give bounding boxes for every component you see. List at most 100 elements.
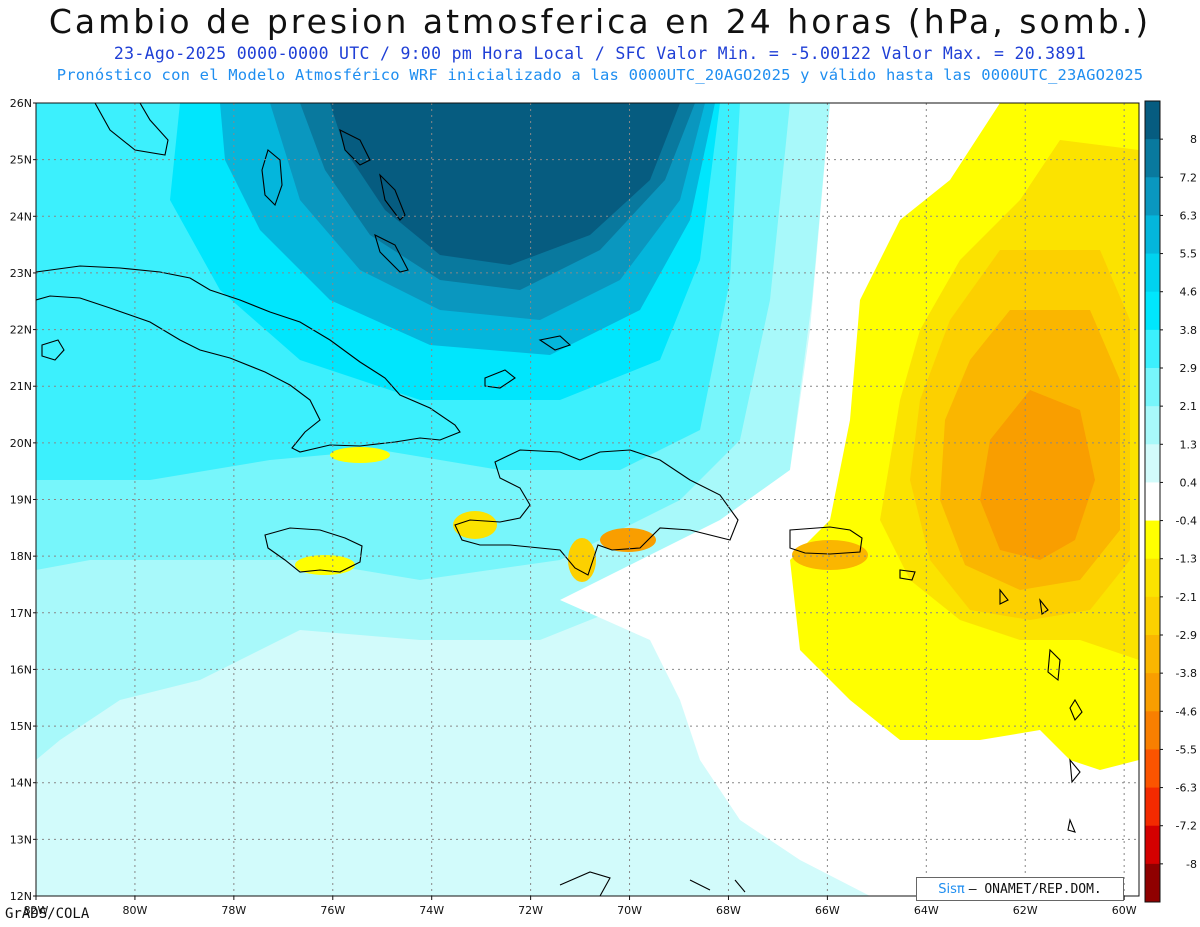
lon-tick-label: 62W (1013, 904, 1038, 917)
coast-bahamas-eleuthera (379, 173, 406, 221)
lat-tick-label: 19N (10, 494, 32, 507)
lat-tick-label: 24N (10, 210, 32, 223)
lon-tick-label: 64W (914, 904, 939, 917)
software-credit: GrADS/COLA (5, 906, 90, 922)
colorbar-label: 1.3 (1180, 438, 1198, 451)
colorbar-swatch (1145, 863, 1160, 903)
latitude-tick-labels: 26N 25N 24N 23N 22N 21N 20N 19N 18N 17N 16N 15N 14N 1… (10, 97, 36, 903)
coastlines (36, 103, 1083, 896)
lat-tick-label: 13N (10, 833, 32, 846)
colorbar-swatch (1145, 596, 1160, 636)
lat-tick-label: 14N (10, 777, 32, 790)
colorbar-label: -8 (1186, 858, 1197, 871)
colorbar-label: 3.8 (1180, 324, 1198, 337)
colorbar-swatch (1145, 329, 1160, 369)
coast-bahamas-inagua (484, 369, 516, 389)
lat-tick-label: 12N (10, 890, 32, 903)
lon-tick-label: 72W (518, 904, 543, 917)
colorbar-swatch (1145, 215, 1160, 255)
field-band-8 (330, 103, 680, 265)
colorbar-swatch (1145, 558, 1160, 598)
credit-org: — ONAMET/REP.DOM. (968, 881, 1102, 897)
lon-tick-label: 76W (320, 904, 345, 917)
colorbar-swatch (1145, 253, 1160, 293)
lon-tick-label: 68W (716, 904, 741, 917)
field-spot-hisp-west (453, 511, 497, 539)
coast-turks (538, 335, 572, 351)
coast-cuba (36, 265, 461, 453)
coast-bahamas-abaco (339, 128, 371, 166)
colorbar-label: -2.9 (1176, 629, 1197, 642)
map-subtitle-date-range: 23-Ago-2025 0000-0000 UTC / 9:00 pm Hora… (113, 44, 1087, 63)
colorbar-swatch (1145, 291, 1160, 331)
coast-bahamas-andros (261, 149, 283, 207)
colorbar-label: -5.5 (1176, 743, 1197, 756)
lat-tick-label: 16N (10, 663, 32, 676)
colorbar-label: -1.3 (1176, 553, 1197, 566)
credit-box: Sisπ — ONAMET/REP.DOM. (916, 877, 1124, 901)
coast-bahamas-long (374, 233, 409, 273)
sispi-logo: Sisπ (938, 881, 965, 897)
colorbar-label: 0.4 (1180, 476, 1198, 489)
colorbar-label: 7.2 (1180, 171, 1198, 184)
colorbar-label: -4.6 (1176, 705, 1197, 718)
colorbar-label: -6.3 (1176, 782, 1197, 795)
field-spot-pr (792, 540, 868, 570)
colorbar-swatch (1145, 406, 1160, 445)
colorbar-swatch (1145, 177, 1160, 216)
colorbar-frame (1144, 100, 1161, 903)
colorbar-label: 8 (1190, 133, 1197, 146)
colorbar: 8 7.2 6.3 5.5 4.6 3.8 2.9 2.1 1.3 0.4 -0.4 -1.3 -2.1… (1144, 100, 1198, 903)
field-spot-cuba (330, 447, 390, 463)
colorbar-swatch (1145, 368, 1160, 407)
lat-tick-label: 20N (10, 437, 32, 450)
coast-florida (94, 103, 169, 156)
colorbar-swatch (1145, 711, 1160, 750)
colorbar-swatch (1145, 787, 1160, 827)
field-spot-hisp-mid (568, 538, 596, 582)
lon-tick-label: 60W (1112, 904, 1137, 917)
lon-tick-label: 78W (221, 904, 246, 917)
colorbar-label: 6.3 (1180, 209, 1198, 222)
graticule (36, 103, 1139, 896)
colorbar-label: -0.4 (1176, 515, 1197, 528)
lat-tick-label: 21N (10, 380, 32, 393)
colorbar-swatch (1145, 635, 1160, 674)
colorbar-label: 5.5 (1180, 248, 1198, 261)
longitude-tick-labels: 82W 80W 78W 76W 74W 72W 70W 68W 66W 64W 62W 60W (24, 896, 1137, 917)
colorbar-swatch (1145, 673, 1160, 712)
map-title: Cambio de presion atmosferica en 24 hora… (48, 2, 1152, 41)
colorbar-label: -7.2 (1176, 820, 1197, 833)
lat-tick-label: 26N (10, 97, 32, 110)
coast-south-america (559, 871, 746, 896)
lon-tick-label: 74W (419, 904, 444, 917)
colorbar-label: 4.6 (1180, 286, 1198, 299)
colorbar-swatch (1145, 825, 1160, 865)
colorbar-swatch (1145, 139, 1160, 178)
lat-tick-label: 22N (10, 324, 32, 337)
field-spot-jam (295, 555, 355, 575)
colorbar-swatch (1145, 520, 1160, 560)
lat-tick-label: 18N (10, 550, 32, 563)
lon-tick-label: 70W (617, 904, 642, 917)
coast-lesser-antilles (899, 569, 1083, 833)
colorbar-label: -3.8 (1176, 667, 1197, 680)
lat-tick-label: 23N (10, 267, 32, 280)
coast-hispaniola (454, 449, 739, 576)
map-subtitle-model-info: Pronóstico con el Modelo Atmosférico WRF… (56, 66, 1144, 84)
colorbar-swatch (1145, 749, 1160, 789)
lon-tick-label: 66W (815, 904, 840, 917)
colorbar-label: 2.9 (1180, 362, 1198, 375)
colorbar-label: -2.1 (1176, 591, 1197, 604)
field-band-neg-3.8 (980, 390, 1095, 560)
lon-tick-label: 80W (122, 904, 147, 917)
colorbar-swatch (1145, 482, 1160, 522)
colorbar-swatch (1145, 101, 1160, 140)
coast-puerto-rico (789, 526, 863, 555)
lat-tick-label: 25N (10, 154, 32, 167)
lon-tick-label: 82W (24, 904, 49, 917)
lat-tick-label: 17N (10, 607, 32, 620)
lat-tick-label: 15N (10, 720, 32, 733)
coast-jamaica (264, 527, 363, 573)
